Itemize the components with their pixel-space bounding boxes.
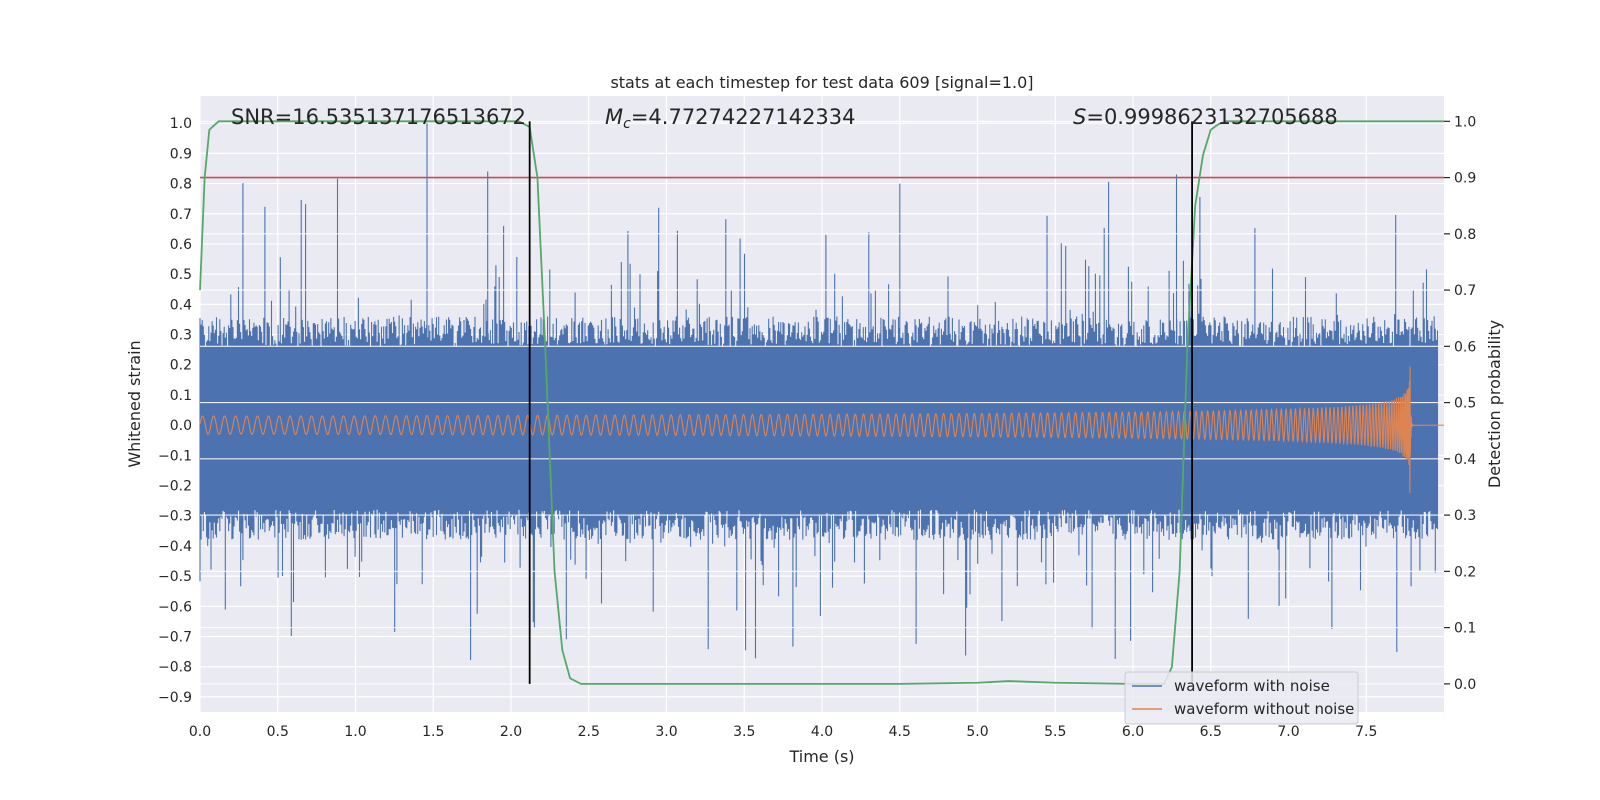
- x-tick-label-0: 0.0: [189, 724, 211, 740]
- legend-label-clean: waveform without noise: [1174, 700, 1354, 718]
- x-tick-label-2: 1.0: [344, 724, 366, 740]
- x-tick-label-13: 6.5: [1200, 724, 1222, 740]
- x-tick-label-7: 3.5: [733, 724, 755, 740]
- y-axis-left-label: Whitened strain: [125, 340, 144, 467]
- y-right-tick-label-7: 0.7: [1454, 283, 1476, 299]
- s-symbol: S: [1073, 105, 1086, 129]
- y-left-tick-label-5: −0.4: [158, 539, 192, 555]
- y-right-tick-label-2: 0.2: [1454, 564, 1476, 580]
- s-annotation: S=0.9998623132705688: [1073, 105, 1338, 129]
- x-tick-label-4: 2.0: [500, 724, 522, 740]
- y-right-tick-label-8: 0.8: [1454, 227, 1476, 243]
- y-left-tick-label-3: −0.6: [158, 599, 192, 615]
- y-left-tick-label-13: 0.4: [170, 297, 192, 313]
- y-right-tick-label-9: 0.9: [1454, 171, 1476, 187]
- chart-title: stats at each timestep for test data 609…: [610, 73, 1033, 92]
- y-right-tick-label-6: 0.6: [1454, 339, 1476, 355]
- chirp-mass-annotation: Mc=4.77274227142334: [605, 105, 856, 132]
- y-axis-right-ticks: 0.0 0.1 0.2 0.3 0.4 0.5 0.6 0.7 0.8 0.9 1.0: [1444, 114, 1476, 693]
- y-left-tick-label-15: 0.6: [170, 237, 192, 253]
- chirp-mass-value: =4.77274227142334: [631, 105, 856, 129]
- y-right-tick-label-10: 1.0: [1454, 114, 1476, 130]
- x-tick-label-3: 1.5: [422, 724, 444, 740]
- y-right-tick-label-1: 0.1: [1454, 621, 1476, 637]
- y-left-tick-label-16: 0.7: [170, 207, 192, 223]
- legend: waveform with noise waveform without noi…: [1124, 671, 1359, 725]
- y-left-tick-label-9: 0.0: [170, 418, 192, 434]
- y-left-tick-label-17: 0.8: [170, 177, 192, 193]
- y-left-tick-label-10: 0.1: [170, 388, 192, 404]
- y-right-tick-label-5: 0.5: [1454, 396, 1476, 412]
- y-axis-left-ticks: −0.9 −0.8 −0.7 −0.6 −0.5 −0.4 −0.3 −0.2 −0.1 0.0 0…: [158, 116, 192, 706]
- y-left-tick-label-6: −0.3: [158, 509, 192, 525]
- chirp-mass-symbol: M: [605, 105, 623, 129]
- x-tick-label-11: 5.5: [1044, 724, 1066, 740]
- y-left-tick-label-4: −0.5: [158, 569, 192, 585]
- snr-annotation: SNR=16.535137176513672: [231, 105, 526, 129]
- y-left-tick-label-8: −0.1: [158, 448, 192, 464]
- y-left-tick-label-12: 0.3: [170, 328, 192, 344]
- legend-label-noise: waveform with noise: [1174, 677, 1330, 695]
- x-tick-label-1: 0.5: [267, 724, 289, 740]
- y-right-tick-label-3: 0.3: [1454, 508, 1476, 524]
- x-tick-label-15: 7.5: [1355, 724, 1377, 740]
- y-left-tick-label-2: −0.7: [158, 630, 192, 646]
- series-detection-probability: [199, 120, 1444, 685]
- s-value: =0.9998623132705688: [1086, 105, 1337, 129]
- x-tick-label-12: 6.0: [1122, 724, 1144, 740]
- y-left-tick-label-0: −0.9: [158, 690, 192, 706]
- x-tick-label-9: 4.5: [889, 724, 911, 740]
- y-left-tick-label-11: 0.2: [170, 358, 192, 374]
- y-right-tick-label-4: 0.4: [1454, 452, 1476, 468]
- legend-box: [1124, 671, 1359, 725]
- y-left-tick-label-14: 0.5: [170, 267, 192, 283]
- x-tick-label-6: 3.0: [655, 724, 677, 740]
- y-left-tick-label-19: 1.0: [170, 116, 192, 132]
- y-left-tick-label-1: −0.8: [158, 660, 192, 676]
- chirp-mass-subscript: c: [623, 116, 631, 132]
- x-tick-label-5: 2.5: [578, 724, 600, 740]
- x-axis-label: Time (s): [788, 747, 854, 766]
- y-axis-right-label: Detection probability: [1485, 320, 1504, 488]
- x-tick-label-8: 4.0: [811, 724, 833, 740]
- x-axis-ticks: 0.0 0.5 1.0 1.5 2.0 2.5 3.0 3.5 4.0 4.5 5.0 5.5 6.0 6…: [189, 724, 1378, 740]
- y-left-tick-label-18: 0.9: [170, 146, 192, 162]
- x-tick-label-10: 5.0: [966, 724, 988, 740]
- x-tick-label-14: 7.0: [1277, 724, 1299, 740]
- y-right-tick-label-0: 0.0: [1454, 677, 1476, 693]
- series-waveform-without-noise: [199, 366, 1445, 494]
- y-left-tick-label-7: −0.2: [158, 479, 192, 495]
